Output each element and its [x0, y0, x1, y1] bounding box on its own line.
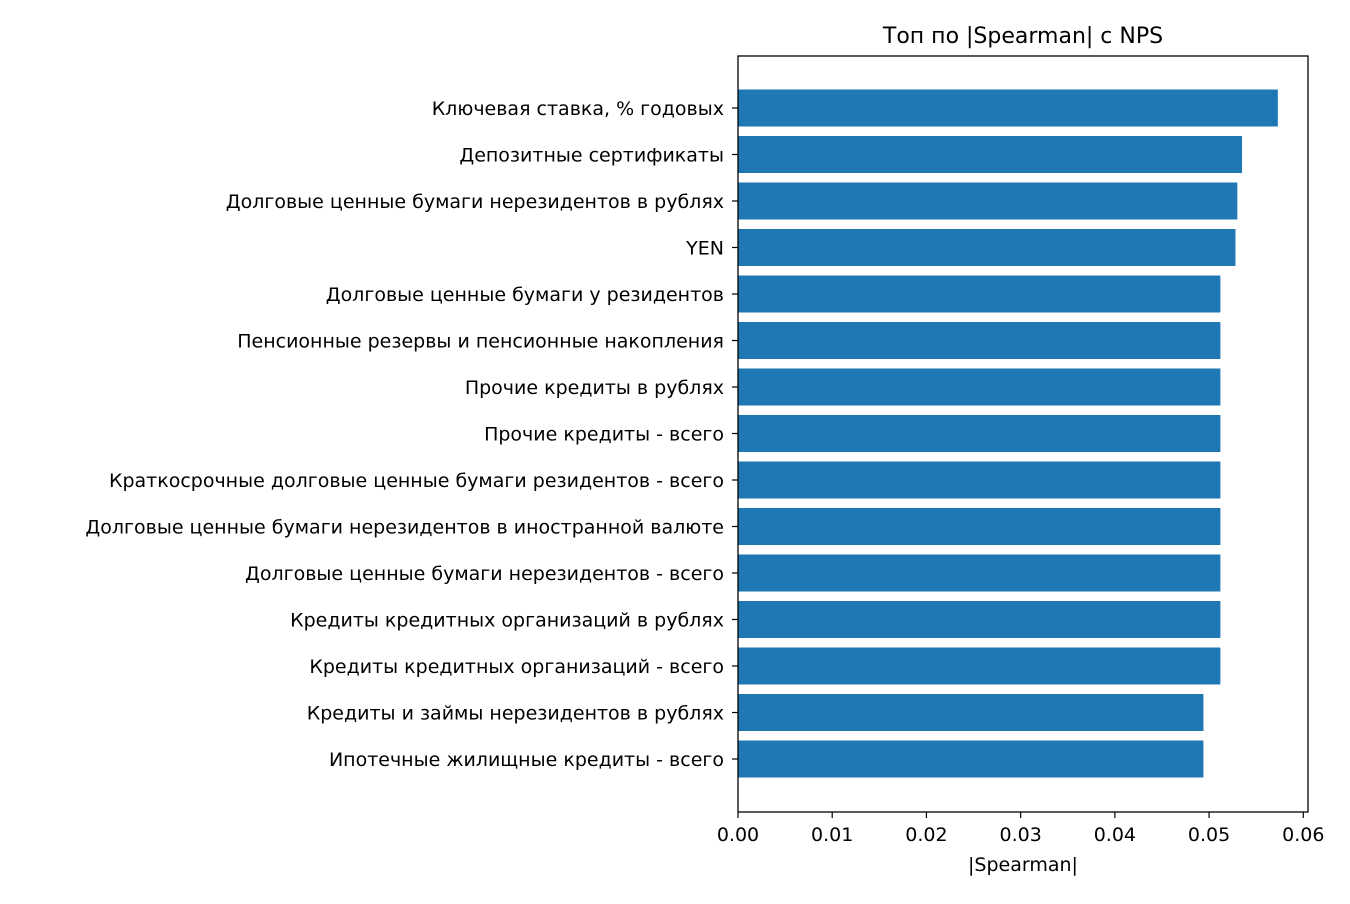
category-label: Ипотечные жилищные кредиты - всего: [329, 749, 724, 771]
plot-frame: [737, 55, 1309, 813]
bar: [738, 601, 1221, 638]
bar: [738, 89, 1278, 127]
category-label: Долговые ценные бумаги нерезидентов в ин…: [85, 517, 724, 539]
x-tick-label: 0.03: [999, 824, 1041, 846]
category-label: Долговые ценные бумаги нерезидентов в ру…: [226, 191, 724, 213]
category-label: Кредиты и займы нерезидентов в рублях: [307, 703, 724, 725]
bar: [738, 322, 1221, 359]
category-labels-group: Ключевая ставка, % годовых Депозитные сер…: [85, 98, 738, 771]
bar: [738, 554, 1221, 592]
bar: [738, 229, 1236, 266]
category-label: Краткосрочные долговые ценные бумаги рез…: [109, 470, 724, 492]
category-label: YEN: [685, 238, 724, 260]
bar: [738, 182, 1238, 220]
bars-group: [738, 89, 1278, 778]
category-label: Пенсионные резервы и пенсионные накоплен…: [237, 331, 724, 353]
category-label: Ключевая ставка, % годовых: [432, 98, 724, 120]
x-tick-label: 0.00: [717, 824, 759, 846]
bar: [738, 415, 1221, 452]
x-tick-label: 0.06: [1282, 824, 1324, 846]
x-ticks-group: 0.00 0.01 0.02 0.03 0.04 0.05 0.06: [717, 812, 1324, 846]
x-tick-label: 0.04: [1094, 824, 1136, 846]
category-label: Депозитные сертификаты: [459, 145, 724, 167]
x-tick-label: 0.01: [811, 824, 853, 846]
category-label: Долговые ценные бумаги нерезидентов - вс…: [245, 563, 724, 585]
bar: [738, 740, 1204, 778]
bar: [738, 694, 1204, 731]
x-axis-label: |Spearman|: [968, 854, 1078, 876]
bar: [738, 508, 1221, 545]
bar: [738, 368, 1221, 406]
category-label: Кредиты кредитных организаций - всего: [309, 656, 724, 678]
x-tick-label: 0.02: [905, 824, 947, 846]
bar: [738, 275, 1221, 313]
category-label: Кредиты кредитных организаций в рублях: [290, 610, 724, 632]
bar: [738, 136, 1243, 173]
x-tick-label: 0.05: [1188, 824, 1230, 846]
chart-title: Топ по |Spearman| с NPS: [882, 24, 1163, 49]
category-label: Прочие кредиты - всего: [484, 424, 724, 446]
bar: [738, 461, 1221, 499]
category-label: Прочие кредиты в рублях: [465, 377, 724, 399]
bar: [738, 647, 1221, 685]
category-label: Долговые ценные бумаги у резидентов: [326, 284, 724, 306]
